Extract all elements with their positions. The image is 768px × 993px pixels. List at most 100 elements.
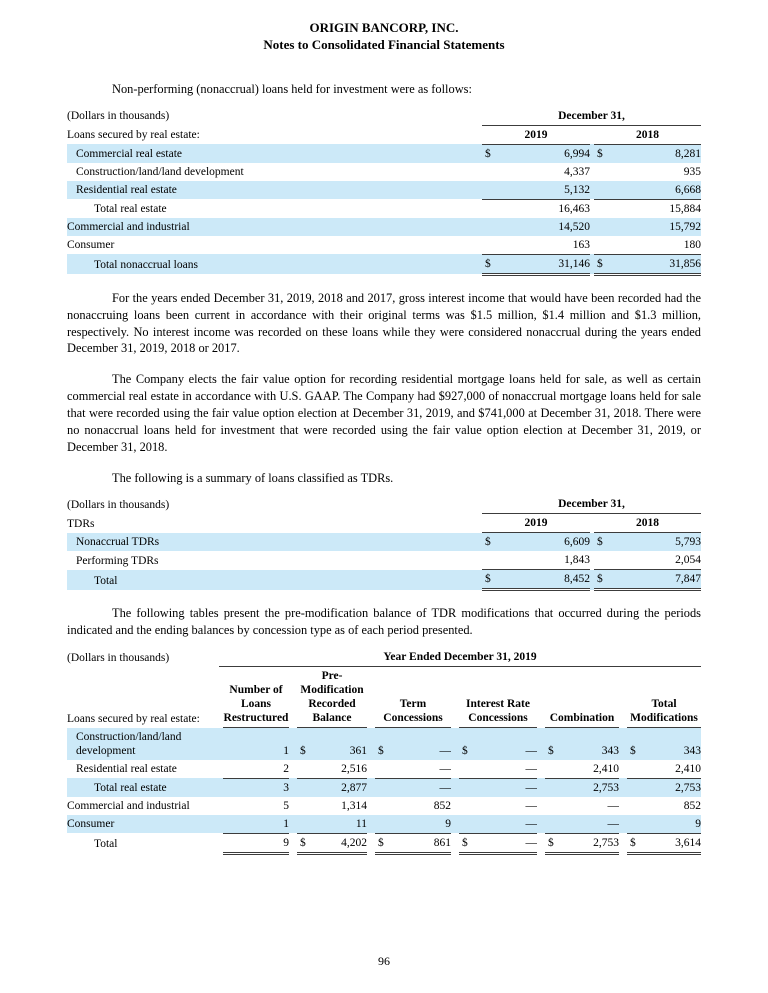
- currency-symbol: $: [548, 744, 554, 757]
- value-cell: 852: [627, 797, 701, 815]
- tdr-tables-intro-paragraph: The following tables present the pre-mod…: [67, 606, 701, 638]
- value-cell: $5,793: [594, 532, 701, 552]
- currency-symbol: $: [300, 836, 306, 849]
- column-gap: [451, 727, 459, 760]
- value-cell: 2,054: [594, 551, 701, 571]
- interest-income-paragraph: For the years ended December 31, 2019, 2…: [67, 290, 701, 356]
- column-gap: [619, 727, 627, 760]
- value-cell: —: [545, 814, 619, 834]
- currency-symbol: $: [378, 836, 384, 849]
- section-label: Loans secured by real estate:: [67, 129, 200, 142]
- row-label: Residential real estate: [67, 180, 482, 200]
- column-gap: [367, 760, 375, 779]
- tdr-summary-table: (Dollars in thousands) December 31, TDRs…: [67, 495, 701, 592]
- year-column-header: 2019: [482, 513, 590, 534]
- cell-value: —: [525, 836, 538, 849]
- value-cell: —: [459, 778, 537, 797]
- cell-value: 2: [283, 762, 289, 775]
- cell-value: 9: [695, 817, 702, 830]
- value-cell: 935: [594, 163, 701, 181]
- units-note: (Dollars in thousands): [67, 498, 170, 511]
- column-gap: [451, 778, 459, 797]
- cell-value: 1,843: [564, 554, 590, 567]
- cell-value: 11: [355, 817, 367, 830]
- period-header: December 31,: [482, 106, 701, 126]
- value-cell: $8,281: [594, 144, 701, 163]
- value-cell: 1,314: [297, 797, 367, 815]
- table-row: Construction/land/land development 4,337…: [67, 163, 701, 181]
- cell-value: 3: [283, 781, 289, 794]
- row-label: Total: [94, 838, 118, 851]
- value-cell: $7,847: [594, 569, 701, 592]
- value-cell: 163: [482, 235, 590, 255]
- cell-value: 861: [433, 836, 451, 849]
- column-gap: [451, 814, 459, 834]
- column-gap: [289, 833, 297, 853]
- column-gap: [619, 667, 627, 728]
- row-label: Total: [67, 569, 482, 590]
- value-cell: 9: [375, 814, 451, 834]
- cell-value: 3,614: [675, 836, 702, 849]
- column-gap: [537, 797, 545, 815]
- value-cell: —: [459, 797, 538, 815]
- value-cell: $861: [375, 833, 451, 855]
- cell-value: 6,668: [675, 183, 701, 196]
- column-gap: [590, 532, 594, 552]
- cell-value: 2,753: [593, 781, 619, 794]
- cell-value: 6,994: [564, 147, 590, 160]
- column-gap: [219, 778, 223, 797]
- row-label: Performing TDRs: [76, 554, 159, 567]
- column-gap: [289, 667, 297, 728]
- period-header: Year Ended December 31, 2019: [219, 648, 702, 668]
- currency-symbol: $: [462, 744, 468, 757]
- cell-value: 5: [283, 799, 289, 812]
- tdr-modifications-table: (Dollars in thousands) Year Ended Decemb…: [67, 648, 702, 855]
- value-cell: $361: [297, 727, 367, 760]
- currency-symbol: $: [485, 573, 491, 586]
- tdr-summary-paragraph: The following is a summary of loans clas…: [112, 470, 394, 485]
- cell-value: 2,753: [593, 836, 619, 849]
- cell-value: 343: [601, 744, 619, 757]
- nonaccrual-loans-table: (Dollars in thousands) December 31, Loan…: [67, 106, 701, 276]
- column-gap: [367, 778, 375, 797]
- value-cell: 1,843: [482, 551, 590, 571]
- column-gap: [590, 254, 594, 275]
- column-gap: [590, 569, 594, 590]
- column-gap: [451, 667, 459, 728]
- row-label: Total nonaccrual loans: [67, 254, 482, 275]
- cell-value: —: [439, 762, 452, 775]
- cell-value: 4,202: [341, 836, 367, 849]
- cell-value: 7,847: [675, 573, 701, 586]
- value-cell: 2,753: [627, 778, 702, 797]
- value-cell: $ —: [375, 727, 451, 760]
- value-cell: $8,452: [482, 569, 590, 592]
- row-label: Consumer: [67, 239, 115, 252]
- cell-value: 1: [283, 744, 289, 757]
- value-cell: 14,520: [482, 217, 590, 236]
- units-note: (Dollars in thousands): [67, 651, 170, 664]
- cell-value: 2,516: [341, 762, 367, 775]
- currency-symbol: $: [597, 573, 603, 586]
- table-row: Performing TDRs 1,843 2,054: [67, 551, 701, 571]
- currency-symbol: $: [462, 836, 468, 849]
- value-cell: —: [375, 759, 452, 779]
- currency-symbol: $: [485, 257, 491, 270]
- column-gap: [289, 814, 297, 834]
- row-label: Commercial and industrial: [67, 799, 190, 812]
- section-label: TDRs: [67, 517, 95, 530]
- fair-value-paragraph: The Company elects the fair value option…: [67, 372, 701, 454]
- value-cell: 6,668: [594, 180, 701, 200]
- year-column-header: 2019: [482, 125, 590, 145]
- period-header: December 31,: [482, 495, 701, 515]
- row-label: Commercial and industrial: [67, 217, 482, 236]
- cell-value: 4,337: [564, 165, 590, 178]
- currency-symbol: $: [597, 536, 603, 549]
- column-gap: [289, 778, 297, 797]
- column-header: Total Modifications: [627, 666, 702, 729]
- column-gap: [590, 217, 594, 236]
- column-header: Interest Rate Concessions: [459, 666, 537, 729]
- column-gap: [367, 833, 375, 853]
- intro-paragraph: Non-performing (nonaccrual) loans held f…: [112, 81, 472, 96]
- currency-symbol: $: [597, 147, 603, 160]
- column-gap: [367, 797, 375, 815]
